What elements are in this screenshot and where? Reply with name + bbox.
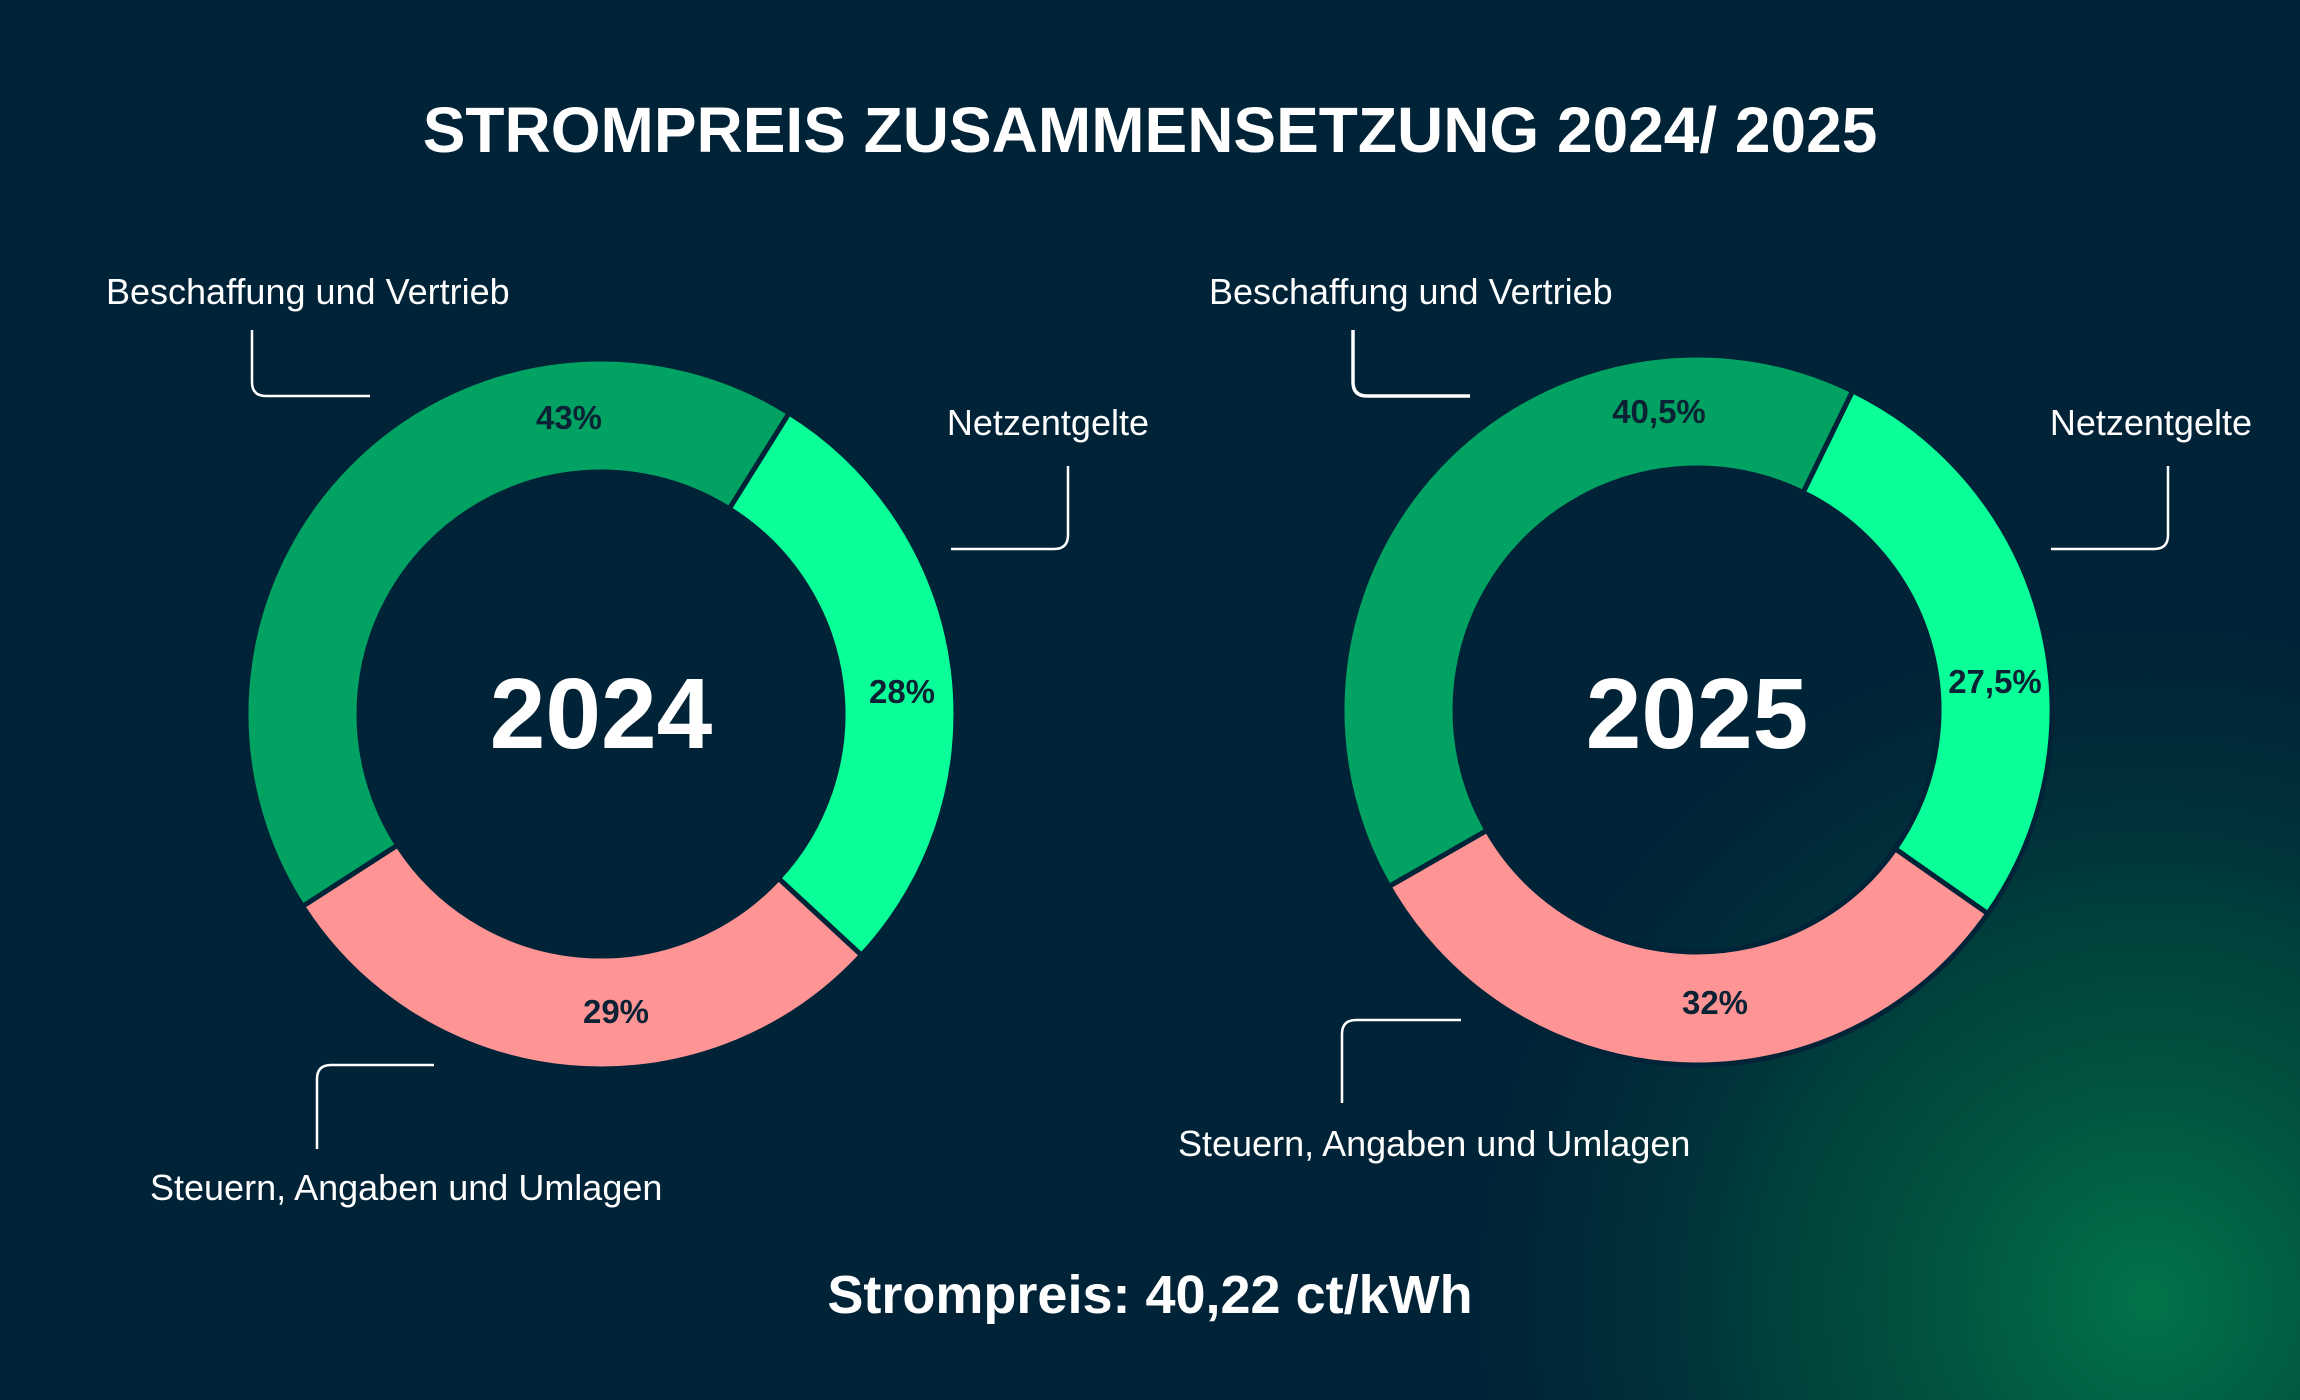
- category-label-steuern-2025: Steuern, Angaben und Umlagen: [1178, 1123, 1690, 1164]
- center-year-2025: 2025: [1586, 658, 1808, 770]
- donut-2025: 27,5% 32% 40,5%: [1339, 352, 2055, 1068]
- leader-line: [1340, 1018, 1461, 1103]
- footer-price: Strompreis: 40,22 ct/kWh: [827, 1265, 1472, 1325]
- donut-segment-netzentgelte: [1799, 387, 2055, 918]
- value-label-netzentgelte: 28%: [869, 673, 935, 710]
- value-label-beschaffung: 40,5%: [1612, 393, 1706, 430]
- category-label-steuern-2024: Steuern, Angaben und Umlagen: [150, 1167, 662, 1208]
- category-label-beschaffung-2024: Beschaffung und Vertrieb: [106, 271, 510, 312]
- donut-segment-steuern: [299, 841, 866, 1072]
- leader-line: [951, 466, 1070, 551]
- category-label-beschaffung-2025: Beschaffung und Vertrieb: [1209, 271, 1613, 312]
- main-title: STROMPREIS ZUSAMMENSETZUNG 2024/ 2025: [423, 94, 1878, 166]
- leader-line: [2051, 466, 2170, 551]
- category-label-netzentgelte-2025: Netzentgelte: [2050, 402, 2252, 443]
- value-label-beschaffung: 43%: [536, 399, 602, 436]
- donut-segment-beschaffung: [243, 356, 793, 910]
- center-year-2024: 2024: [490, 658, 713, 770]
- value-label-steuern: 29%: [583, 993, 649, 1030]
- leader-line: [1351, 330, 1470, 398]
- leader-line: [250, 330, 370, 398]
- donut-segment-beschaffung: [1339, 352, 1856, 890]
- category-label-netzentgelte-2024: Netzentgelte: [947, 402, 1149, 443]
- value-label-steuern: 32%: [1682, 984, 1748, 1021]
- leader-line: [315, 1063, 434, 1149]
- value-label-netzentgelte: 27,5%: [1948, 663, 2042, 700]
- donut-2024: 28% 29% 43%: [243, 356, 959, 1072]
- donut-segment-netzentgelte: [725, 409, 959, 959]
- donut-segment-steuern: [1385, 826, 1992, 1068]
